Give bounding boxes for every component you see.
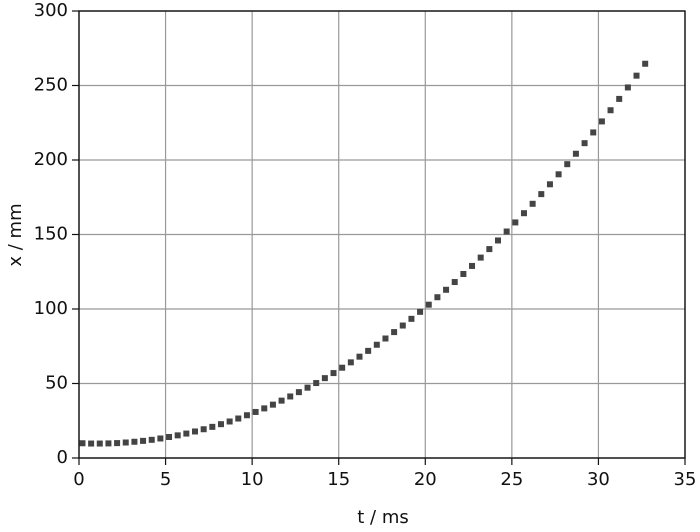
point <box>287 393 294 400</box>
point <box>235 415 242 422</box>
point <box>425 301 432 308</box>
y-tick-label: 50 <box>45 373 68 394</box>
point <box>356 353 363 360</box>
point <box>114 440 121 447</box>
point <box>495 237 502 244</box>
point <box>391 329 398 336</box>
plot-frame <box>78 10 686 459</box>
point <box>633 72 640 79</box>
x-tick-label: 5 <box>160 469 171 490</box>
x-tick-label: 35 <box>674 469 697 490</box>
point <box>339 364 346 371</box>
y-tick-label: 100 <box>34 298 68 319</box>
point <box>157 435 164 442</box>
point <box>408 315 415 322</box>
y-tick-label: 150 <box>34 224 68 245</box>
x-axis-label: t / ms <box>357 507 408 528</box>
point <box>313 380 320 387</box>
point <box>373 341 380 348</box>
point <box>347 359 354 366</box>
x-tick-label: 30 <box>587 469 610 490</box>
point <box>174 432 181 439</box>
point <box>546 181 553 188</box>
point <box>243 412 250 419</box>
point <box>140 437 147 444</box>
point <box>105 440 112 447</box>
point <box>200 426 207 433</box>
point <box>217 421 224 428</box>
point <box>538 191 545 198</box>
point <box>417 308 424 315</box>
point <box>529 200 536 207</box>
point <box>88 440 95 447</box>
point <box>131 438 138 445</box>
point <box>304 384 311 391</box>
x-tick-label: 15 <box>327 469 350 490</box>
point <box>122 439 129 446</box>
point <box>598 118 605 125</box>
x-tick-label: 0 <box>73 469 84 490</box>
point <box>295 389 302 396</box>
point <box>460 270 467 277</box>
point <box>399 322 406 329</box>
point <box>564 161 571 168</box>
point <box>382 335 389 342</box>
point <box>451 279 458 286</box>
point <box>581 140 588 147</box>
point <box>590 129 597 136</box>
point <box>642 60 649 67</box>
point <box>434 294 441 301</box>
point <box>503 228 510 235</box>
point <box>520 210 527 217</box>
point <box>624 84 631 91</box>
x-tick-label: 20 <box>414 469 437 490</box>
point <box>616 95 623 102</box>
point <box>183 430 190 437</box>
y-axis-label: x / mm <box>5 203 26 266</box>
point <box>469 262 476 269</box>
point <box>96 440 103 447</box>
point <box>443 286 450 293</box>
point <box>477 254 484 261</box>
point <box>607 107 614 114</box>
point <box>321 375 328 382</box>
point <box>226 418 233 425</box>
point <box>148 436 155 443</box>
y-tick-label: 300 <box>34 0 68 21</box>
y-tick-label: 0 <box>57 447 68 468</box>
point <box>365 347 372 354</box>
point <box>512 219 519 226</box>
point <box>166 433 173 440</box>
point <box>209 423 216 430</box>
point <box>278 397 285 404</box>
point <box>192 428 199 435</box>
point <box>572 150 579 157</box>
y-tick-label: 200 <box>34 149 68 170</box>
x-tick-label: 10 <box>241 469 264 490</box>
point <box>486 246 493 253</box>
point <box>555 171 562 178</box>
point <box>269 401 276 408</box>
point <box>79 440 86 447</box>
point <box>252 408 259 415</box>
point <box>261 405 268 412</box>
point <box>330 370 337 377</box>
y-tick-label: 250 <box>34 75 68 96</box>
x-tick-label: 25 <box>500 469 523 490</box>
